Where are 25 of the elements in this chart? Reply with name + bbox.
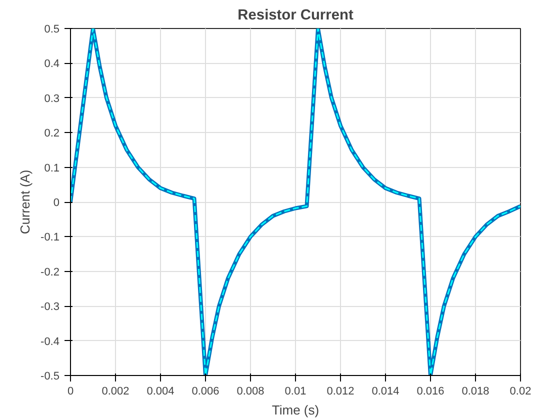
x-tick-label: 0.008 <box>236 386 264 398</box>
x-tick-label: 0 <box>67 386 74 398</box>
x-tick-label: 0.018 <box>462 386 490 398</box>
y-tick-label: 0.2 <box>44 128 60 140</box>
chart-title: Resistor Current <box>238 8 354 24</box>
x-axis-title: Time (s) <box>272 402 320 418</box>
x-tick-label: 0.006 <box>192 386 220 398</box>
y-tick-label: 0.5 <box>44 24 60 36</box>
y-tick-label: -0.2 <box>40 266 60 278</box>
y-tick-label: -0.3 <box>40 301 60 314</box>
y-axis-title: Current (A) <box>18 170 33 234</box>
x-tick-label: 0.016 <box>416 386 444 398</box>
y-tick-label: -0.5 <box>40 370 60 382</box>
y-tick-label: 0.4 <box>44 58 60 70</box>
x-tick-label: 0.002 <box>102 386 130 398</box>
y-tick-label: 0.3 <box>44 92 60 105</box>
x-tick-label: 0.014 <box>372 386 400 398</box>
y-tick-label: -0.1 <box>40 232 60 244</box>
y-tick-label: -0.4 <box>40 336 60 348</box>
y-tick-label: 0.1 <box>44 162 60 174</box>
x-tick-label: 0.004 <box>146 386 174 398</box>
x-tick-label: 0.01 <box>284 386 306 398</box>
x-tick-label: 0.012 <box>326 386 354 398</box>
y-tick-label: 0 <box>53 197 60 209</box>
x-tick-label: 0.02 <box>510 386 532 398</box>
